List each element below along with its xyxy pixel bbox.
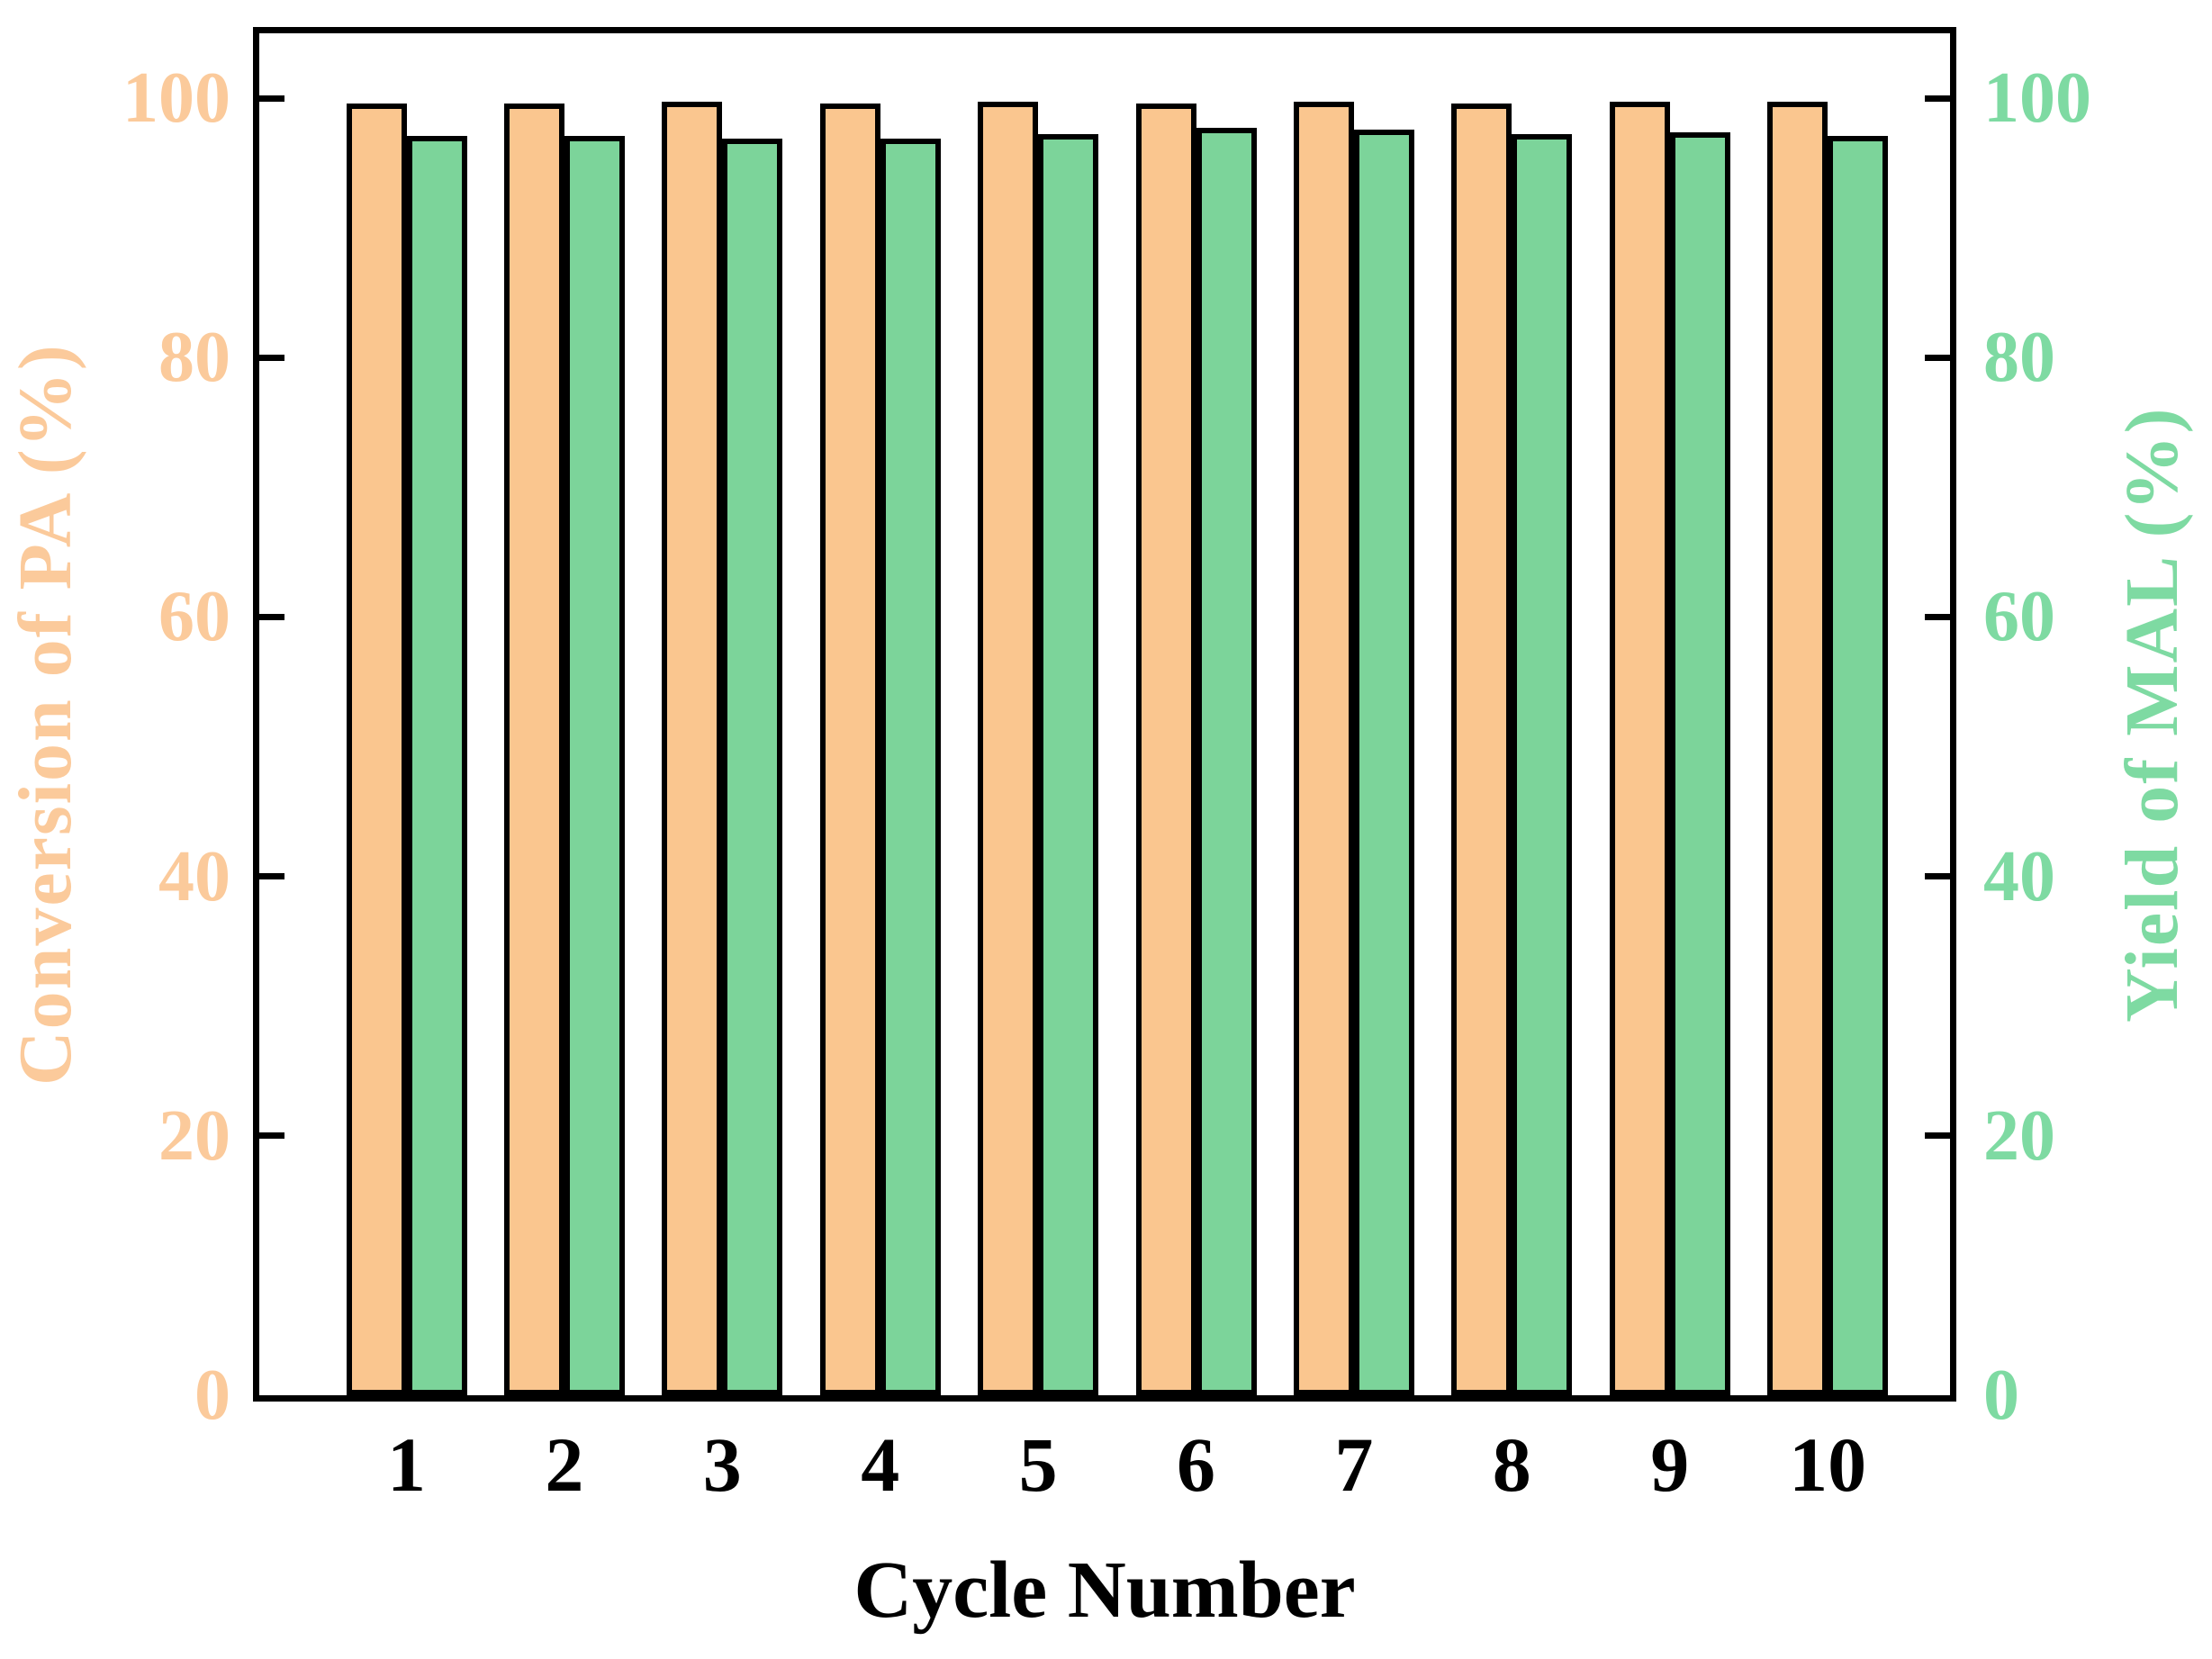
right-axis-tick bbox=[1925, 613, 1950, 620]
bar-conversion-cycle-7 bbox=[1293, 102, 1354, 1395]
left-axis-tick bbox=[259, 354, 284, 361]
left-axis-tick-label: 20 bbox=[158, 1095, 230, 1176]
right-axis-tick-label: 0 bbox=[1983, 1356, 2019, 1435]
bar-conversion-cycle-10 bbox=[1767, 102, 1828, 1395]
left-axis-title: Conversion of PA (%) bbox=[4, 343, 87, 1086]
bar-yield-cycle-9 bbox=[1669, 131, 1730, 1395]
bar-yield-cycle-3 bbox=[722, 138, 783, 1395]
bar-yield-cycle-4 bbox=[880, 138, 941, 1395]
left-axis-tick-label: 80 bbox=[158, 318, 230, 398]
bar-conversion-cycle-5 bbox=[978, 102, 1039, 1395]
bar-conversion-cycle-2 bbox=[503, 103, 564, 1395]
left-axis-tick-label: 40 bbox=[158, 836, 230, 916]
bar-conversion-cycle-3 bbox=[662, 102, 723, 1395]
x-axis-tick-label: 8 bbox=[1492, 1421, 1531, 1508]
bar-yield-cycle-5 bbox=[1038, 134, 1099, 1395]
left-axis-tick bbox=[259, 95, 284, 102]
bar-yield-cycle-6 bbox=[1196, 128, 1257, 1395]
bar-yield-cycle-1 bbox=[406, 135, 467, 1395]
right-axis-tick-label: 100 bbox=[1983, 59, 2091, 139]
right-axis-tick bbox=[1925, 873, 1950, 880]
left-axis-tick bbox=[259, 613, 284, 620]
right-axis-tick-label: 60 bbox=[1983, 577, 2055, 657]
plot-area bbox=[253, 27, 1956, 1402]
x-axis-tick-label: 7 bbox=[1334, 1421, 1374, 1508]
right-axis-title: Yield of MAL (%) bbox=[2110, 406, 2194, 1023]
right-axis-tick bbox=[1925, 354, 1950, 361]
right-axis-tick bbox=[1925, 1132, 1950, 1140]
bar-conversion-cycle-1 bbox=[346, 103, 407, 1395]
right-axis-tick-label: 20 bbox=[1983, 1095, 2055, 1176]
bar-conversion-cycle-8 bbox=[1451, 103, 1512, 1395]
bar-yield-cycle-10 bbox=[1828, 135, 1889, 1395]
left-axis-tick-label: 0 bbox=[194, 1356, 230, 1435]
x-axis-tick-label: 6 bbox=[1177, 1421, 1215, 1508]
bar-conversion-cycle-4 bbox=[819, 103, 880, 1395]
bar-yield-cycle-8 bbox=[1512, 134, 1573, 1395]
right-axis-tick bbox=[1925, 95, 1950, 102]
left-axis-tick-label: 60 bbox=[158, 577, 230, 657]
left-axis-tick bbox=[259, 1132, 284, 1140]
bar-conversion-cycle-9 bbox=[1609, 102, 1670, 1395]
x-axis-tick-label: 5 bbox=[1018, 1421, 1058, 1508]
x-axis-tick-label: 10 bbox=[1789, 1421, 1867, 1508]
x-axis-tick-label: 2 bbox=[545, 1421, 584, 1508]
x-axis-tick-label: 3 bbox=[702, 1421, 742, 1508]
x-axis-tick-label: 9 bbox=[1650, 1421, 1690, 1508]
right-axis-tick-label: 80 bbox=[1983, 318, 2055, 398]
x-axis-tick-label: 1 bbox=[387, 1421, 426, 1508]
bar-yield-cycle-2 bbox=[564, 135, 625, 1395]
bar-yield-cycle-7 bbox=[1353, 129, 1414, 1395]
x-axis-tick-label: 4 bbox=[861, 1421, 900, 1508]
left-axis-tick-label: 100 bbox=[122, 59, 230, 139]
right-axis-tick-label: 40 bbox=[1983, 836, 2055, 916]
x-axis-title: Cycle Number bbox=[853, 1546, 1356, 1635]
bar-conversion-cycle-6 bbox=[1135, 103, 1196, 1395]
left-axis-tick bbox=[259, 873, 284, 880]
